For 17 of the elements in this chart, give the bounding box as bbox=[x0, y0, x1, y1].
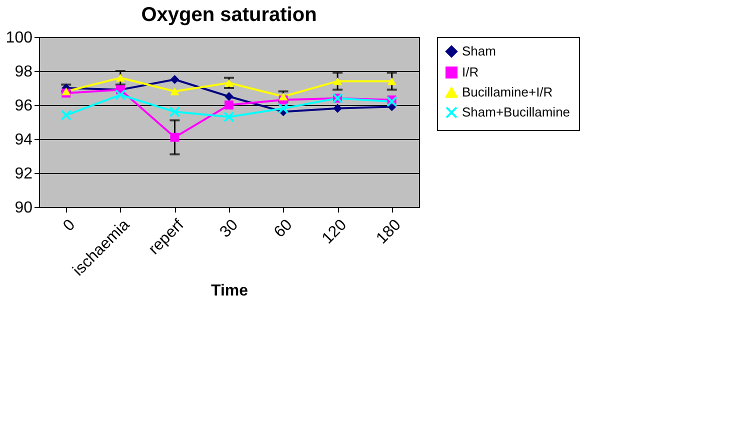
legend-label: Bucillamine+I/R bbox=[462, 84, 553, 100]
chart-title: Oxygen saturation bbox=[141, 4, 317, 26]
legend-label: I/R bbox=[462, 64, 479, 80]
x-tick-label: 120 bbox=[319, 216, 350, 248]
y-tick-label: 94 bbox=[14, 132, 33, 148]
x-tick-label: 30 bbox=[216, 216, 242, 242]
y-tick-label: 98 bbox=[14, 64, 33, 80]
y-tick-label: 100 bbox=[6, 30, 33, 46]
legend-label: Sham+Bucillamine bbox=[462, 104, 570, 120]
y-tick-label: 90 bbox=[14, 200, 33, 216]
y-tick-label: 96 bbox=[14, 98, 33, 114]
x-tick-label: 180 bbox=[373, 216, 404, 248]
x-axis-title: Time bbox=[210, 282, 248, 300]
x-tick-label: 0 bbox=[60, 216, 79, 235]
legend-label: Sham bbox=[462, 44, 496, 58]
x-tick-label: 60 bbox=[271, 216, 296, 242]
y-tick-label: 92 bbox=[14, 166, 33, 182]
